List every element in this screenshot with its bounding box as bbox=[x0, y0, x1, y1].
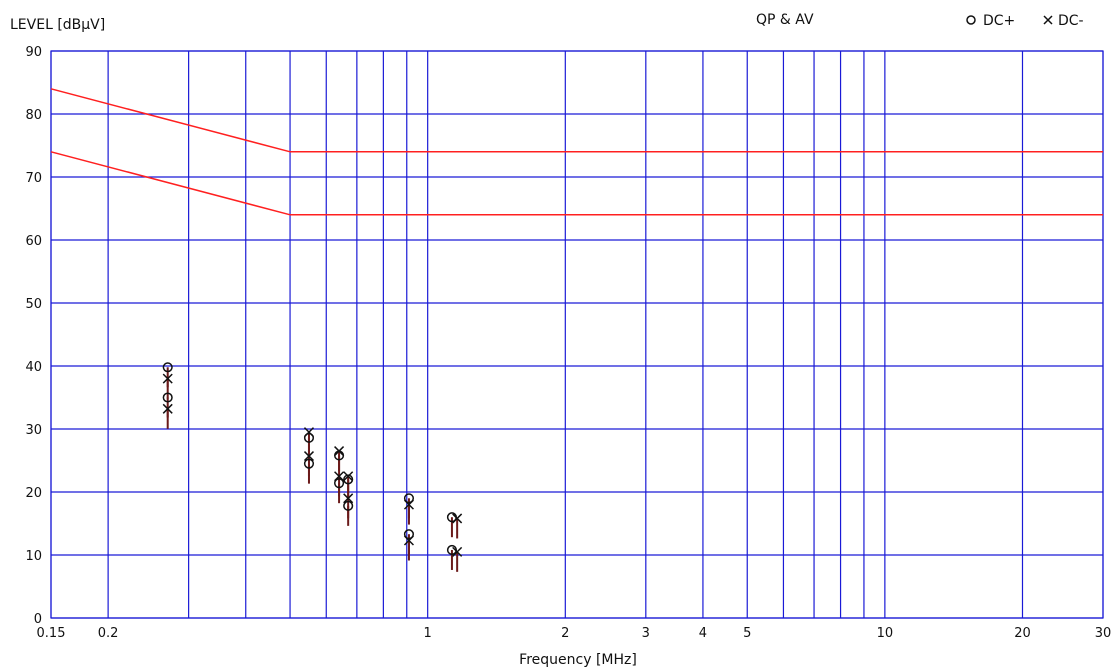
legend-circle-marker bbox=[966, 15, 976, 25]
y-tick-label: 40 bbox=[25, 360, 42, 375]
dc-minus-point bbox=[452, 513, 463, 524]
chart-title: QP & AV bbox=[756, 12, 814, 28]
y-axis-label: LEVEL [dBμV] bbox=[10, 17, 105, 33]
y-tick-label: 60 bbox=[25, 234, 42, 249]
dc-plus-point bbox=[343, 500, 354, 511]
dc-minus-point bbox=[303, 451, 315, 462]
y-tick-label: 20 bbox=[25, 486, 42, 501]
dc-minus-point bbox=[343, 493, 354, 504]
limit-line-av bbox=[50, 151, 1103, 216]
limit-lines bbox=[50, 88, 1103, 216]
dc-minus-point bbox=[303, 427, 315, 438]
limit-line-qp bbox=[50, 88, 1103, 153]
dc-minus-point bbox=[334, 446, 345, 457]
dc-plus-point bbox=[162, 362, 173, 373]
dc-plus-point bbox=[403, 529, 415, 540]
legend-label-dc-minus: DC- bbox=[1058, 13, 1084, 29]
dc-plus-point bbox=[303, 432, 315, 443]
x-axis-label: Frequency [MHz] bbox=[519, 652, 637, 668]
y-tick-label: 80 bbox=[25, 108, 42, 123]
y-tick-label: 30 bbox=[25, 423, 42, 438]
x-tick-label: 3 bbox=[642, 626, 650, 641]
dc-minus-point bbox=[162, 373, 173, 384]
y-tick-label: 50 bbox=[25, 297, 42, 312]
dc-minus-point bbox=[343, 471, 354, 482]
y-tick-label: 10 bbox=[25, 549, 42, 564]
grid bbox=[50, 50, 1104, 619]
dc-plus-point bbox=[403, 493, 415, 504]
tick-labels: 0 10 20 30 40 50 60 70 80 90 0.15 0.2 1 2 3 4 5 10 20 30 bbox=[25, 45, 1111, 641]
legend-cross-marker bbox=[1043, 15, 1053, 25]
y-tick-label: 90 bbox=[25, 45, 42, 60]
x-tick-label: 2 bbox=[561, 626, 569, 641]
dc-minus-point bbox=[162, 403, 173, 414]
plot-frame bbox=[50, 50, 1104, 619]
x-tick-label: 0.2 bbox=[98, 626, 119, 641]
x-tick-label: 20 bbox=[1014, 626, 1031, 641]
dc-plus-point bbox=[303, 458, 315, 469]
x-tick-label: 10 bbox=[877, 626, 894, 641]
data-markers bbox=[162, 362, 463, 557]
x-tick-label: 30 bbox=[1095, 626, 1112, 641]
dc-plus-point bbox=[162, 392, 173, 403]
x-tick-label: 4 bbox=[699, 626, 707, 641]
dc-plus-point bbox=[334, 478, 345, 489]
dc-minus-point bbox=[334, 471, 345, 482]
stems bbox=[166, 367, 459, 572]
dc-minus-point bbox=[452, 546, 463, 557]
y-tick-label: 70 bbox=[25, 171, 42, 186]
x-tick-label: 1 bbox=[424, 626, 432, 641]
dc-plus-point bbox=[343, 474, 354, 485]
legend: DC+ DC- bbox=[966, 13, 1084, 29]
dc-minus-point bbox=[403, 535, 414, 546]
x-tick-label: 5 bbox=[743, 626, 751, 641]
y-tick-label: 0 bbox=[34, 612, 42, 627]
x-tick-label: 0.15 bbox=[37, 626, 66, 641]
legend-label-dc-plus: DC+ bbox=[983, 13, 1015, 29]
dc-minus-point bbox=[403, 499, 414, 510]
